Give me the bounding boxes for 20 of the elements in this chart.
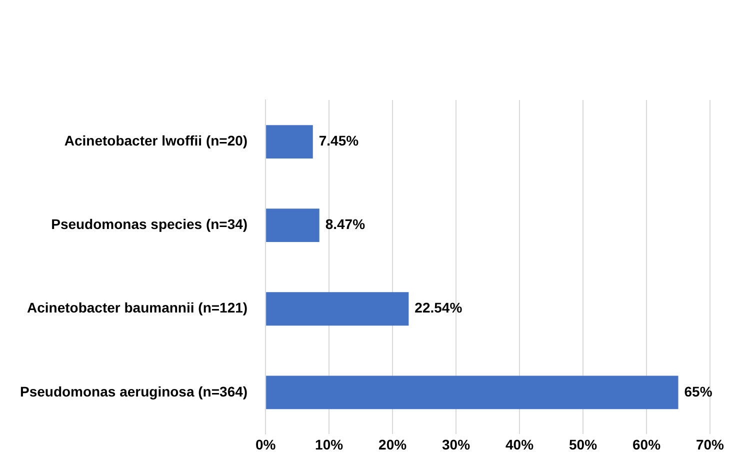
x-tick-label: 60% [632, 436, 662, 452]
bar [266, 376, 678, 410]
x-tick-label: 10% [315, 436, 344, 452]
bar [266, 292, 409, 326]
y-tick-label: Acinetobacter lwoffii (n=20) [64, 132, 248, 149]
y-tick-label: Pseudomonas species (n=34) [51, 216, 248, 232]
x-tick-label: 40% [506, 436, 534, 452]
data-label: 7.45% [318, 132, 360, 149]
bar [266, 208, 320, 242]
x-tick-label: 50% [569, 436, 598, 452]
x-tick-label: 30% [442, 436, 471, 452]
y-tick-label: Pseudomonas aeruginosa (n=364) [20, 383, 248, 400]
data-label: 22.54% [414, 300, 463, 316]
data-label: 65% [684, 383, 713, 400]
x-tick-label: 20% [378, 436, 408, 452]
y-tick-label: Acinetobacter baumannii (n=121) [27, 300, 248, 316]
x-tick-label: 70% [696, 436, 725, 452]
data-label: 8.47% [325, 216, 366, 232]
bar [266, 125, 313, 158]
x-tick-label: 0% [255, 436, 276, 452]
